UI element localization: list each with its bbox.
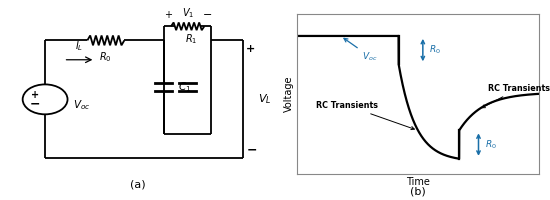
Text: $V_1$: $V_1$ [182, 6, 194, 20]
Text: +: + [31, 90, 39, 100]
Text: +: + [164, 10, 172, 20]
Text: −: − [30, 98, 40, 111]
Text: −: − [246, 143, 257, 156]
Text: $V_L$: $V_L$ [257, 92, 271, 106]
Text: RC Transients: RC Transients [482, 84, 550, 108]
Text: $V_{oc}$: $V_{oc}$ [344, 38, 378, 63]
Text: RC Transients: RC Transients [316, 101, 414, 130]
Text: $R_0$: $R_0$ [429, 44, 441, 56]
Text: −: − [203, 10, 212, 20]
Y-axis label: Voltage: Voltage [284, 76, 294, 112]
Text: (a): (a) [130, 180, 145, 190]
Text: $R_0$: $R_0$ [485, 138, 497, 151]
X-axis label: Time: Time [406, 177, 430, 187]
Text: $R_0$: $R_0$ [100, 50, 112, 64]
Text: $V_{oc}$: $V_{oc}$ [73, 98, 90, 112]
Text: $R_1$: $R_1$ [185, 32, 198, 46]
Text: $C_1$: $C_1$ [178, 80, 191, 94]
Text: (b): (b) [410, 186, 426, 196]
Text: +: + [246, 44, 256, 54]
Text: $I_L$: $I_L$ [75, 39, 84, 53]
